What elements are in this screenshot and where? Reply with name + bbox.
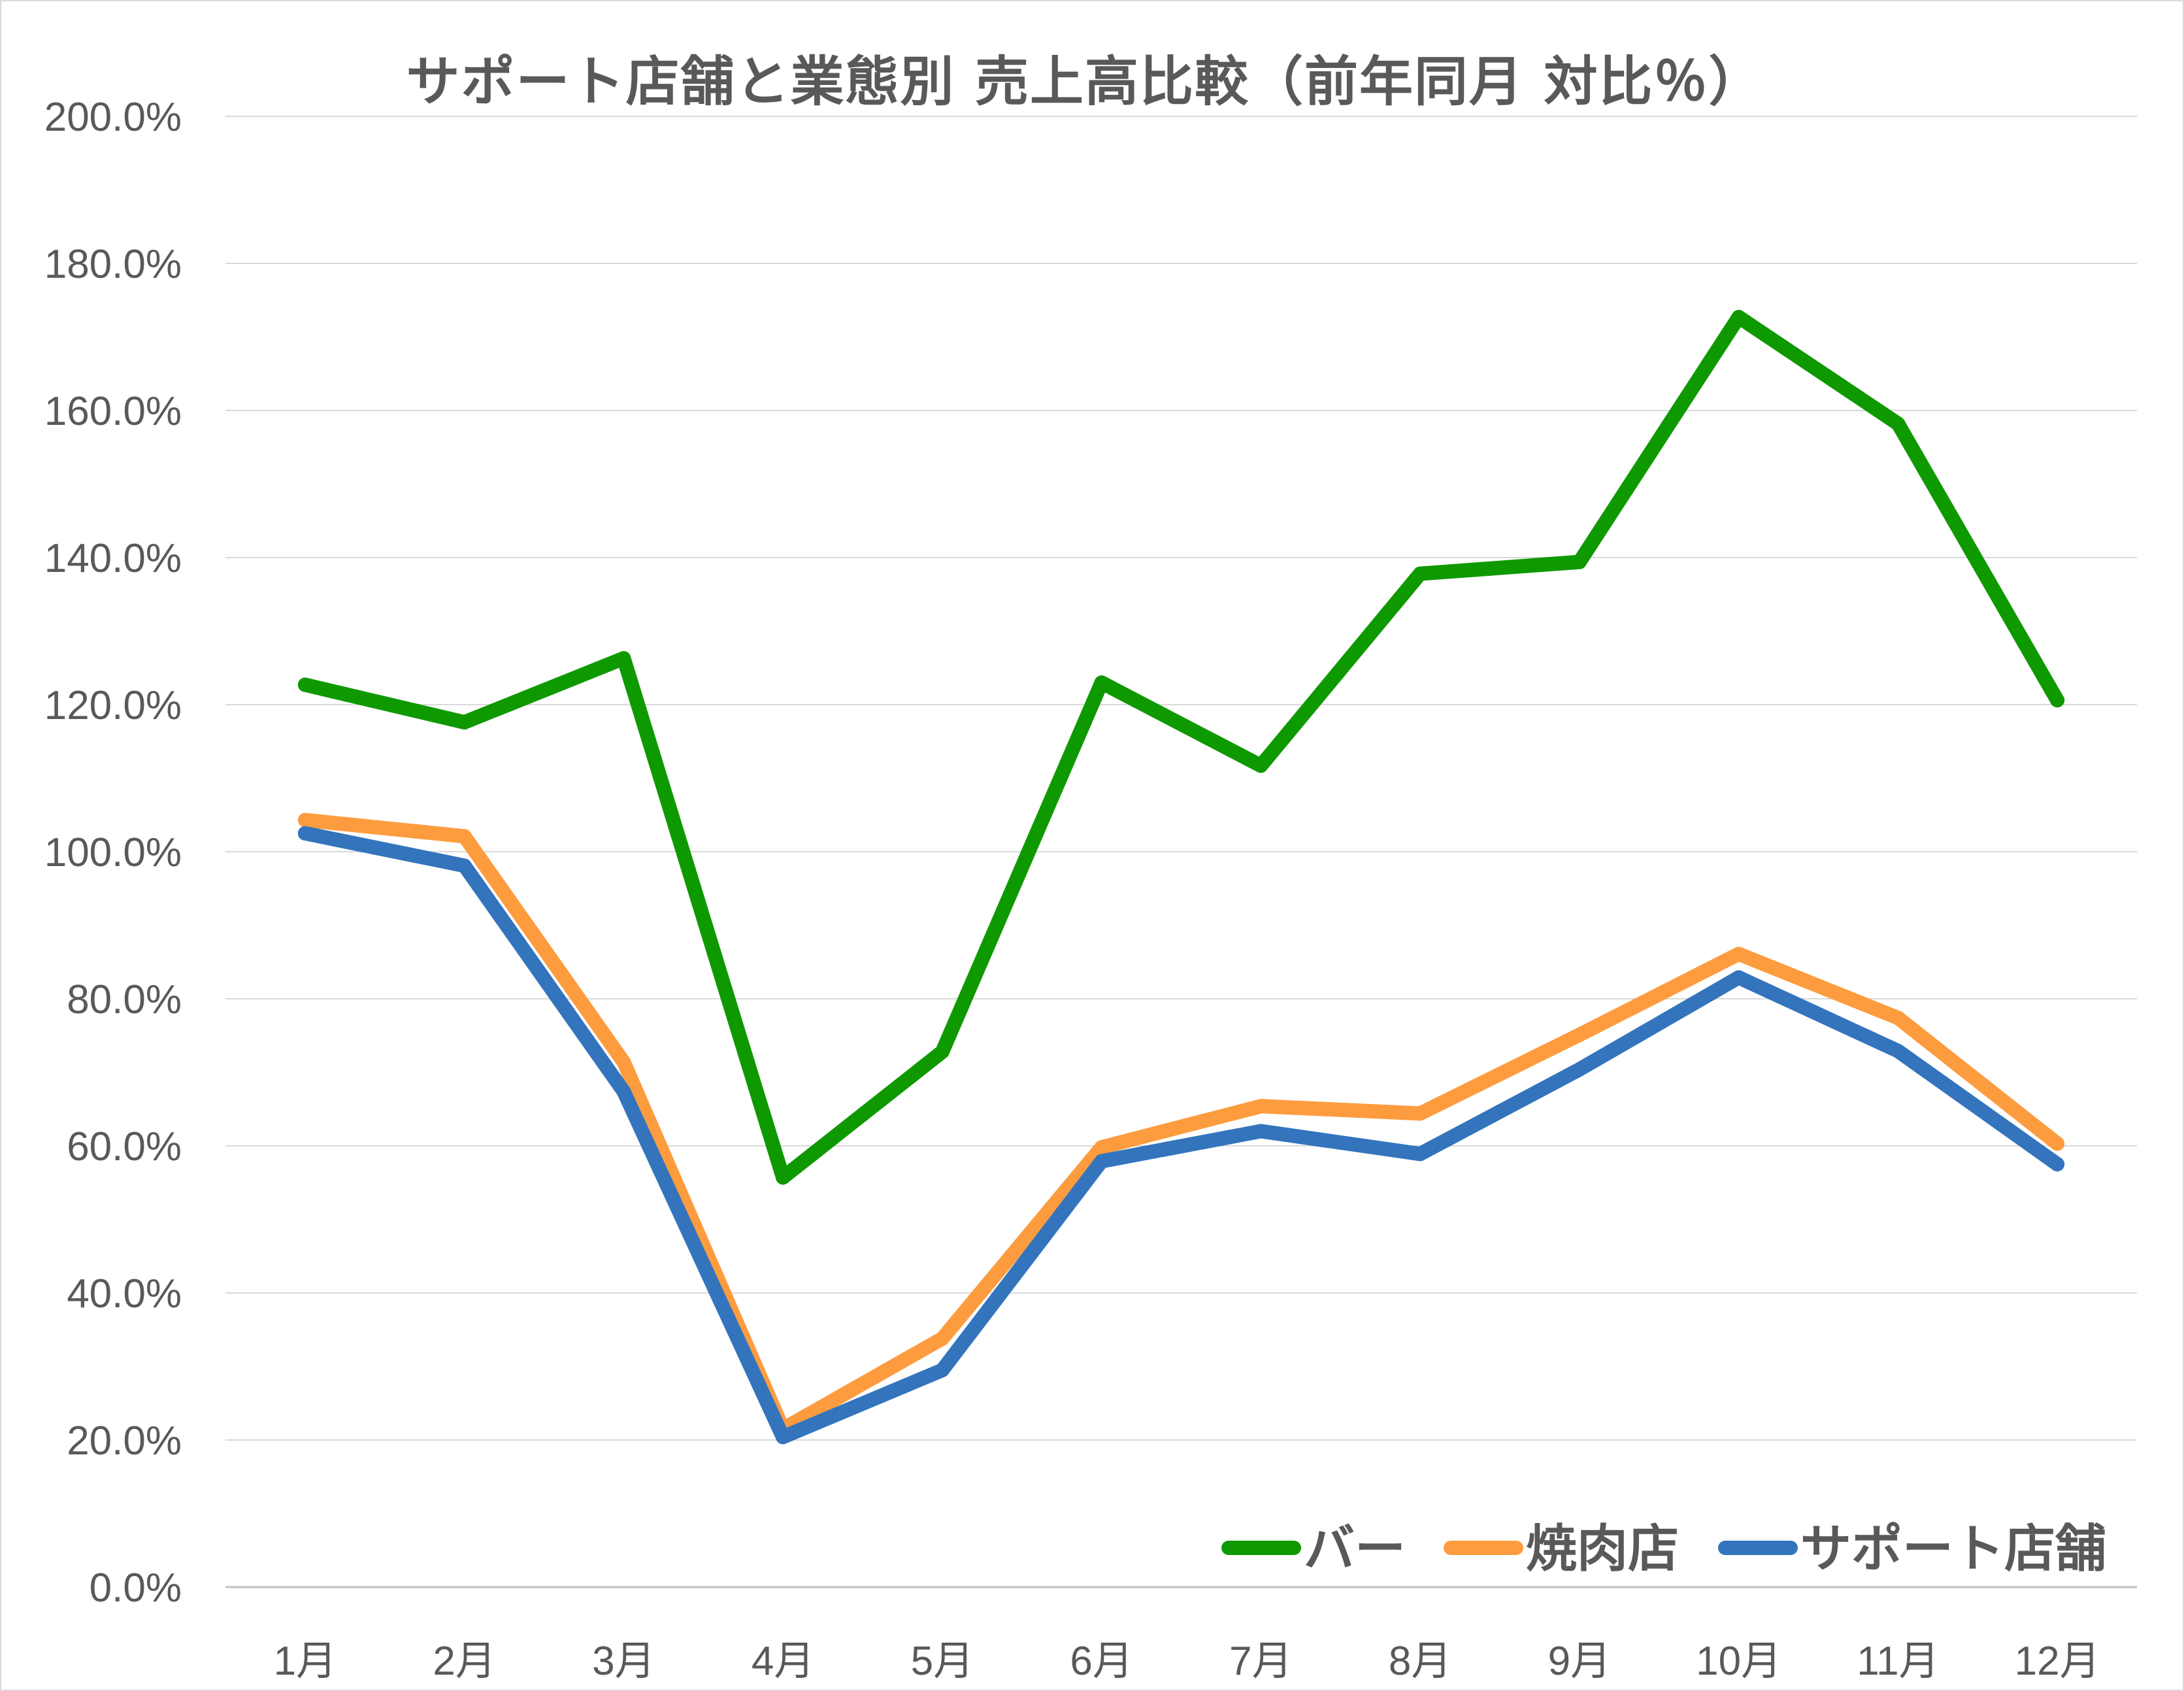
x-tick-label: 7月 xyxy=(1229,1639,1292,1684)
x-tick-label: 12月 xyxy=(2015,1639,2100,1684)
data-point xyxy=(1413,1147,1428,1162)
data-point xyxy=(1891,1043,1906,1058)
y-tick-label: 60.0% xyxy=(67,1124,182,1169)
data-point xyxy=(776,1430,791,1445)
data-point xyxy=(1572,1062,1587,1077)
legend: バー 焼肉店 サポート店舗 xyxy=(1221,1520,2106,1579)
data-point xyxy=(1731,946,1746,962)
x-tick-label: 9月 xyxy=(1548,1639,1611,1684)
y-tick-label: 140.0% xyxy=(44,536,182,581)
data-point xyxy=(616,1084,631,1099)
data-point xyxy=(935,1363,950,1378)
data-point xyxy=(1094,1154,1109,1169)
x-tick-label: 2月 xyxy=(433,1639,495,1684)
data-point xyxy=(616,651,631,666)
data-point xyxy=(1891,416,1906,431)
data-point xyxy=(1253,1099,1268,1114)
x-tick-label: 11月 xyxy=(1857,1639,1939,1684)
data-point xyxy=(297,677,312,692)
data-point xyxy=(297,812,312,828)
y-axis-tick-labels: 0.0% 20.0% 40.0% 60.0% 80.0% 100.0% 120.0% 140.… xyxy=(44,95,182,1611)
data-point xyxy=(776,1170,791,1185)
data-point xyxy=(457,829,472,844)
data-point xyxy=(297,826,312,841)
chart-title: サポート店舗と業態別 売上高比較（前年同月 対比％） xyxy=(406,51,1764,113)
legend-label: 焼肉店 xyxy=(1526,1520,1679,1579)
data-point xyxy=(2050,1136,2065,1151)
data-point xyxy=(457,715,472,729)
data-point xyxy=(1094,1140,1109,1155)
x-tick-label: 4月 xyxy=(752,1639,814,1684)
x-tick-label: 1月 xyxy=(274,1639,337,1684)
y-tick-label: 40.0% xyxy=(67,1271,182,1316)
data-point xyxy=(1253,758,1268,773)
data-point xyxy=(1413,1106,1428,1121)
y-tick-label: 180.0% xyxy=(44,242,182,287)
y-tick-label: 0.0% xyxy=(90,1565,182,1611)
series-line xyxy=(297,812,2065,1437)
y-tick-label: 100.0% xyxy=(44,830,182,875)
data-point xyxy=(1731,310,1746,325)
y-tick-label: 20.0% xyxy=(67,1418,182,1464)
gridlines xyxy=(225,116,2137,1588)
legend-label: バー xyxy=(1304,1520,1406,1579)
y-tick-label: 80.0% xyxy=(67,977,182,1022)
data-point xyxy=(1253,1124,1268,1139)
x-tick-label: 5月 xyxy=(911,1639,974,1684)
y-tick-label: 160.0% xyxy=(44,389,182,434)
data-point xyxy=(1094,675,1109,690)
y-tick-label: 120.0% xyxy=(44,683,182,728)
data-point xyxy=(1572,554,1587,569)
legend-label: サポート店舗 xyxy=(1800,1520,2106,1579)
data-point xyxy=(1891,1011,1906,1026)
x-tick-label: 3月 xyxy=(592,1639,655,1684)
data-point xyxy=(457,858,472,873)
x-tick-label: 10月 xyxy=(1696,1639,1781,1684)
series-line xyxy=(297,826,2065,1445)
data-point xyxy=(935,1045,950,1059)
data-point xyxy=(1731,970,1746,985)
series-line xyxy=(297,310,2065,1185)
x-axis-tick-labels: 1月 2月 3月 4月 5月 6月 7月 8月 9月 10月 11月 12月 xyxy=(274,1639,2100,1684)
data-point xyxy=(1572,1028,1587,1043)
data-point xyxy=(935,1331,950,1346)
data-point xyxy=(2050,1157,2065,1172)
series-lines xyxy=(297,310,2065,1445)
x-tick-label: 8月 xyxy=(1389,1639,1451,1684)
x-tick-label: 6月 xyxy=(1070,1639,1133,1684)
data-point xyxy=(616,1054,631,1069)
data-point xyxy=(2050,693,2065,708)
y-tick-label: 200.0% xyxy=(44,95,182,140)
data-point xyxy=(1413,566,1428,581)
